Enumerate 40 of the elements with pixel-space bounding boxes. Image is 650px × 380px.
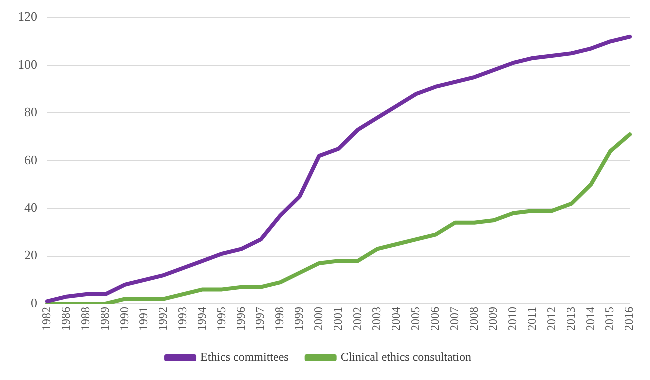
- x-tick-label: 1999: [292, 307, 306, 331]
- x-tick-label: 2005: [408, 307, 423, 331]
- x-tick-label: 2007: [447, 307, 462, 331]
- x-tick-label: 2012: [544, 307, 558, 331]
- x-tick-label: 1991: [136, 307, 151, 331]
- x-tick-label: 2006: [428, 307, 442, 331]
- x-tick-label: 2013: [564, 307, 578, 331]
- y-tick-label: 120: [18, 9, 38, 24]
- y-tick-label: 40: [24, 200, 38, 216]
- x-tick-label: 1998: [272, 307, 287, 331]
- x-tick-label: 2000: [311, 307, 326, 331]
- x-tick-label: 1996: [234, 307, 248, 331]
- x-tick-label: 2002: [350, 307, 364, 331]
- x-tick-label: 1995: [214, 307, 228, 331]
- y-tick-label: 80: [24, 104, 38, 120]
- x-tick-label: 2004: [389, 307, 404, 331]
- x-tick-label: 2016: [622, 307, 636, 331]
- x-tick-label: 1994: [194, 307, 209, 331]
- x-tick-label: 2010: [506, 307, 520, 331]
- x-tick-label: 1982: [40, 307, 54, 331]
- legend-label: Ethics committees: [200, 350, 290, 364]
- x-tick-label: 2015: [602, 307, 617, 331]
- legend-label: Clinical ethics consultation: [340, 350, 472, 364]
- x-tick-label: 1993: [176, 307, 190, 331]
- x-tick-label: 1997: [253, 307, 268, 331]
- x-tick-label: 2014: [583, 307, 598, 331]
- x-tick-label: 2011: [525, 307, 540, 331]
- x-tick-label: 1992: [156, 307, 170, 331]
- y-tick-label: 0: [31, 295, 38, 310]
- x-tick-label: 1989: [98, 307, 112, 331]
- x-tick-label: 2001: [330, 307, 345, 331]
- x-tick-label: 2008: [466, 307, 481, 331]
- x-tick-label: 2003: [370, 307, 384, 331]
- y-tick-label: 20: [24, 248, 38, 263]
- x-tick-label: 1986: [59, 307, 74, 331]
- x-tick-label: 1990: [117, 307, 132, 331]
- y-tick-label: 100: [18, 56, 38, 72]
- x-tick-label: 1988: [78, 307, 92, 331]
- y-tick-label: 60: [24, 152, 38, 168]
- x-tick-label: 2009: [486, 307, 500, 331]
